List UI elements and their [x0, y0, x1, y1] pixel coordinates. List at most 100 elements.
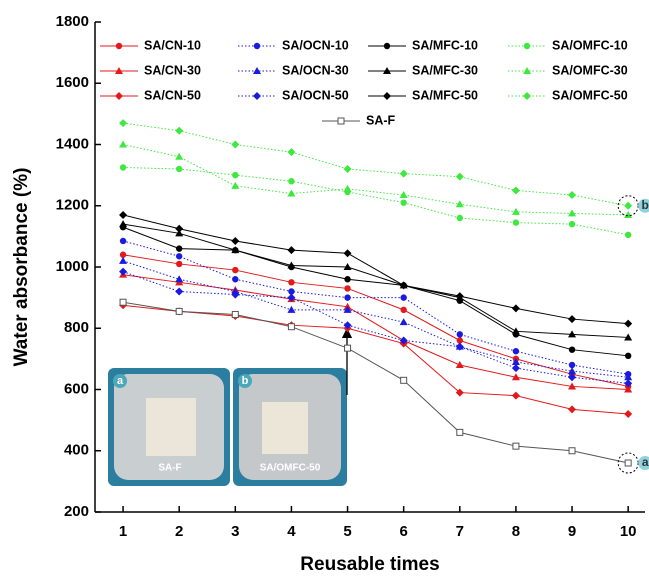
series-line [123, 304, 629, 415]
legend-marker [383, 67, 391, 74]
legend-label: SA-F [366, 113, 396, 127]
point [232, 171, 239, 179]
series-line [123, 166, 629, 236]
point [568, 373, 577, 382]
point [511, 391, 520, 400]
y-tick-label: 1200 [56, 197, 89, 214]
point [343, 305, 352, 313]
point [624, 352, 632, 360]
point [175, 287, 184, 296]
y-tick-label: 1600 [56, 74, 89, 91]
legend-label: SA/OMFC-50 [552, 88, 628, 102]
point [119, 251, 127, 258]
point [624, 459, 632, 467]
point [287, 305, 296, 313]
inset-label: a [117, 375, 124, 387]
point [175, 245, 183, 252]
point [568, 209, 577, 217]
point [568, 191, 577, 200]
point [231, 140, 240, 149]
point [344, 344, 352, 352]
callout-label: b [641, 198, 648, 212]
x-tick-label: 9 [568, 523, 576, 540]
inset-label: b [242, 375, 249, 387]
point [455, 361, 464, 368]
y-tick-label: 600 [64, 380, 89, 397]
point [175, 307, 183, 315]
legend-marker [115, 67, 123, 74]
point [456, 337, 463, 344]
series-line [122, 274, 629, 390]
point [568, 447, 576, 455]
point [624, 379, 633, 388]
point [511, 364, 520, 373]
series-line [122, 271, 629, 384]
y-tick-label: 1800 [56, 13, 89, 30]
point [287, 148, 296, 157]
point [119, 119, 128, 128]
point [455, 388, 464, 397]
series-line [122, 223, 629, 338]
point [456, 331, 463, 338]
legend-marker [115, 92, 123, 100]
point [511, 304, 520, 313]
point [399, 191, 408, 199]
callout-label: a [642, 455, 649, 469]
point [343, 263, 352, 270]
point [511, 327, 520, 335]
series-line [122, 301, 629, 464]
x-tick-label: 7 [456, 523, 464, 540]
point [119, 267, 128, 276]
point [119, 140, 128, 148]
point [568, 405, 577, 414]
point [511, 357, 520, 365]
point [511, 207, 520, 215]
x-tick-label: 3 [231, 523, 239, 540]
inset-a: a SA-F [108, 368, 230, 486]
legend-label: SA/CN-30 [144, 63, 201, 77]
point [175, 224, 184, 233]
legend-marker [337, 117, 345, 125]
point [343, 321, 352, 330]
point [568, 367, 577, 375]
point [512, 219, 520, 226]
legend-label: SA/CN-50 [144, 88, 201, 102]
point [231, 310, 239, 318]
point [511, 186, 520, 195]
point [175, 152, 184, 160]
point [568, 220, 576, 228]
series-line [122, 254, 629, 387]
point [232, 276, 239, 283]
point [624, 373, 633, 381]
series-line [122, 122, 629, 207]
point [624, 333, 633, 341]
point [568, 346, 576, 353]
y-tick-label: 800 [64, 319, 89, 336]
point [399, 318, 408, 326]
legend-label: SA/OCN-30 [282, 63, 349, 77]
legend-marker [253, 42, 261, 50]
inset-caption: SA/OMFC-50 [260, 463, 321, 474]
point [400, 306, 407, 314]
point [119, 164, 127, 171]
point [455, 172, 464, 181]
point [624, 231, 632, 239]
y-axis-label: Water absorbance (%) [11, 168, 32, 367]
point [232, 266, 239, 274]
point [624, 210, 633, 218]
point [624, 385, 633, 393]
inset-b: b SA/OMFC-50 [233, 368, 347, 486]
legend-marker [523, 42, 531, 50]
point [399, 336, 408, 345]
series-line [122, 226, 629, 357]
point [175, 275, 184, 283]
inset-sample [146, 398, 196, 456]
y-tick-label: 1400 [56, 135, 89, 152]
legend-marker [383, 42, 391, 50]
point [400, 376, 408, 384]
callout-badge [638, 456, 649, 470]
point [568, 382, 577, 390]
x-tick-label: 4 [287, 523, 296, 540]
legend-label: SA/OMFC-10 [552, 38, 628, 52]
